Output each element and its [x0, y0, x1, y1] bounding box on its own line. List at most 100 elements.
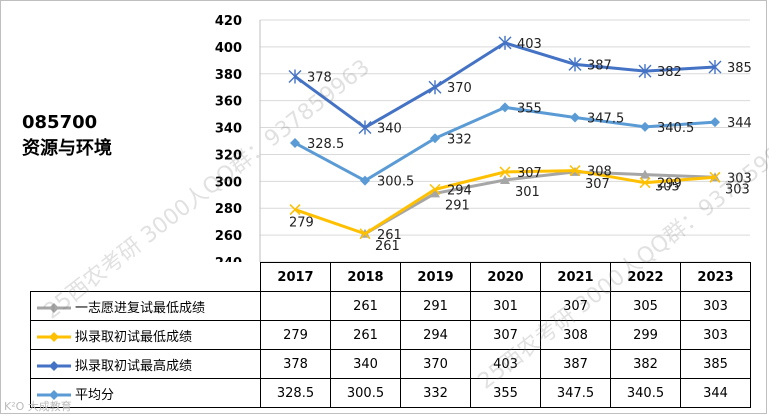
- data-label: 347.5: [587, 111, 624, 126]
- y-tick-label: 280: [215, 202, 242, 217]
- data-label: 301: [515, 185, 540, 200]
- x-marker: [289, 204, 301, 216]
- table-cell: 340: [330, 349, 401, 379]
- table-cell: 307: [470, 320, 541, 350]
- data-label: 344: [727, 116, 752, 131]
- data-label: 332: [447, 132, 472, 147]
- star-marker: [708, 60, 722, 75]
- x-marker: [499, 166, 511, 178]
- x-marker: [359, 228, 371, 240]
- diamond-marker: [710, 117, 720, 128]
- y-tick-label: 300: [215, 175, 242, 190]
- data-label: 328.5: [307, 137, 344, 152]
- y-tick-label: 240: [215, 256, 242, 262]
- data-label: 378: [307, 70, 332, 85]
- data-label: 370: [447, 81, 472, 96]
- star-marker: [428, 80, 442, 95]
- chart-title-code: 085700: [22, 112, 98, 133]
- table-cell: 355: [470, 378, 541, 408]
- x-tick-label: 2017: [260, 262, 331, 292]
- table-cell: 261: [330, 320, 401, 350]
- y-tick-label: 380: [215, 68, 242, 83]
- legend-entry: 一志愿进复试最低成绩: [30, 291, 261, 321]
- table-cell: 403: [470, 349, 541, 379]
- data-label: 300.5: [377, 175, 414, 190]
- x-tick-label: 2021: [540, 262, 611, 292]
- x-tick-label: 2018: [330, 262, 401, 292]
- x-tick-label: 2020: [470, 262, 541, 292]
- data-label: 387: [587, 58, 612, 73]
- star-marker: [498, 35, 512, 50]
- legend-key-icon: [37, 361, 71, 371]
- y-tick-label: 360: [215, 95, 242, 110]
- x-marker: [569, 165, 581, 177]
- table-cell: 303: [680, 291, 751, 321]
- data-label: 340: [377, 122, 402, 137]
- data-label: 385: [727, 61, 752, 76]
- table-cell: 261: [330, 291, 401, 321]
- data-label: 307: [517, 166, 542, 181]
- star-marker: [568, 57, 582, 72]
- data-label: 308: [587, 165, 612, 180]
- table-cell: [260, 291, 331, 321]
- data-label: 355: [517, 101, 542, 116]
- x-tick-label: 2019: [400, 262, 471, 292]
- series-line: [294, 105, 716, 183]
- diamond-marker: [570, 112, 580, 123]
- data-label: 279: [289, 216, 314, 231]
- legend-entry: 平均分: [30, 378, 261, 408]
- y-tick-label: 420: [215, 14, 242, 29]
- line-chart: 240 260 280 300 320 340 360 380 400 420 261 291 301 3…: [215, 14, 752, 262]
- data-label: 307: [585, 177, 610, 192]
- data-label: 382: [657, 65, 682, 80]
- legend-label: 拟录取初试最低成绩: [75, 329, 193, 345]
- data-label: 305: [655, 180, 680, 195]
- table-cell: 328.5: [260, 378, 331, 408]
- star-marker: [638, 64, 652, 79]
- table-cell: 332: [400, 378, 471, 408]
- table-header-row: 2017 2018 2019 2020 2021 2022 2023: [30, 262, 751, 292]
- y-tick-label: 400: [215, 41, 242, 56]
- legend-key-icon: [37, 303, 71, 313]
- legend-entry: 拟录取初试最低成绩: [30, 320, 261, 350]
- legend-key-icon: [37, 332, 71, 342]
- table-row: 拟录取初试最低成绩 279 261 294 307 308 299 303: [30, 320, 751, 350]
- table-cell: 378: [260, 349, 331, 379]
- diamond-marker: [360, 175, 370, 186]
- table-cell: 300.5: [330, 378, 401, 408]
- table-cell: 305: [610, 291, 681, 321]
- table-cell: 291: [400, 291, 471, 321]
- chart-title-name: 资源与环境: [22, 138, 112, 159]
- table-cell: 301: [470, 291, 541, 321]
- data-label: 299: [657, 177, 682, 192]
- chart-title: 085700 资源与环境: [22, 110, 202, 162]
- table-corner: [30, 262, 261, 292]
- table-cell: 387: [540, 349, 611, 379]
- table-cell: 382: [610, 349, 681, 379]
- triangle-marker: [430, 188, 440, 198]
- data-label: 303: [727, 171, 752, 186]
- table-cell: 294: [400, 320, 471, 350]
- diamond-marker: [640, 121, 650, 132]
- diamond-marker: [290, 138, 300, 149]
- table-cell: 303: [680, 320, 751, 350]
- x-tick-label: 2022: [610, 262, 681, 292]
- y-tick-label: 320: [215, 148, 242, 163]
- table-cell: 299: [610, 320, 681, 350]
- data-label: 303: [725, 182, 750, 197]
- diamond-marker: [500, 102, 510, 113]
- legend-label: 拟录取初试最高成绩: [75, 358, 193, 374]
- data-label: 261: [377, 228, 402, 243]
- table-cell: 370: [400, 349, 471, 379]
- x-marker: [639, 177, 651, 189]
- triangle-marker: [500, 174, 510, 184]
- legend-label: 一志愿进复试最低成绩: [75, 300, 206, 316]
- table-cell: 308: [540, 320, 611, 350]
- legend-entry: 拟录取初试最高成绩: [30, 349, 261, 379]
- triangle-marker: [640, 169, 650, 179]
- data-table: 2017 2018 2019 2020 2021 2022 2023 一志愿进复试最低成绩 26…: [30, 262, 751, 408]
- data-label: 403: [517, 37, 542, 52]
- table-row: 拟录取初试最高成绩 378 340 370 403 387 382 385: [30, 349, 751, 379]
- y-tick-label: 260: [215, 229, 242, 244]
